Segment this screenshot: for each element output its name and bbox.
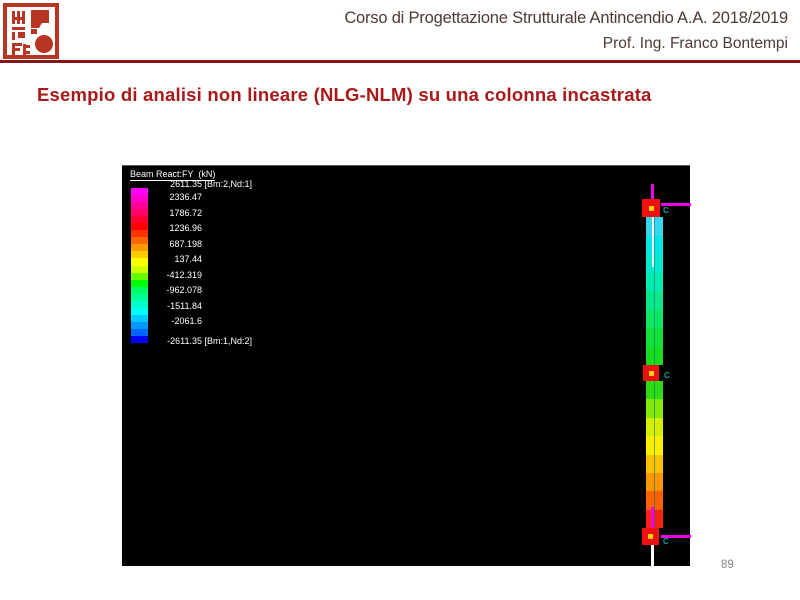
legend-entry: 1236.96 <box>152 223 202 233</box>
legend-value: 1786.72 <box>169 208 202 218</box>
color-band <box>131 209 148 217</box>
color-band <box>131 202 148 210</box>
node-label-top: C <box>663 206 669 215</box>
node-marker <box>648 370 654 376</box>
legend-value: 137.44 <box>174 254 202 264</box>
legend-value: 2611.35 <box>170 179 202 189</box>
color-band <box>131 272 148 280</box>
color-band <box>131 335 148 344</box>
seal-stamp-logo <box>3 3 59 59</box>
color-band <box>131 265 148 273</box>
load-arrow-horizontal-top <box>661 203 691 206</box>
legend-entry: -412.319 <box>152 270 202 280</box>
legend-entry: -2611.35 [Bm:1,Nd:2] <box>152 336 252 346</box>
header: Corso di Progettazione Strutturale Antin… <box>344 9 788 53</box>
color-band <box>131 188 148 196</box>
displacement-line <box>652 217 654 267</box>
analysis-viewport: Beam React:FY (kN) 2611.35 [Bm:2,Nd:1] 23… <box>122 165 691 566</box>
node-marker <box>648 205 654 211</box>
color-band <box>131 237 148 245</box>
legend-entry: 2611.35 [Bm:2,Nd:1] <box>152 179 252 189</box>
color-band <box>131 195 148 203</box>
color-band <box>131 244 148 252</box>
color-band <box>131 286 148 294</box>
legend-entry: 687.198 <box>152 239 202 249</box>
legend-value: 687.198 <box>169 239 202 249</box>
legend-entry: 137.44 <box>152 254 202 264</box>
color-band <box>131 328 148 336</box>
legend-value: -1511.84 <box>167 301 202 311</box>
color-band <box>131 307 148 315</box>
course-title: Corso di Progettazione Strutturale Antin… <box>344 9 788 27</box>
legend-entry: -1511.84 <box>152 301 202 311</box>
legend-title: Beam React:FY (kN) <box>130 169 216 181</box>
color-band <box>131 223 148 231</box>
color-band <box>131 216 148 224</box>
color-band <box>131 251 148 259</box>
legend-entry: -962.078 <box>152 285 202 295</box>
node-label-bottom: C <box>663 537 669 546</box>
node-middle <box>643 365 659 381</box>
legend-value: -962.078 <box>166 285 202 295</box>
legend-value: -2061.6 <box>171 316 202 326</box>
support-base-line <box>651 545 654 566</box>
header-rule <box>0 60 800 63</box>
seal-glyphs <box>12 10 53 55</box>
color-band <box>131 314 148 322</box>
color-band <box>131 300 148 308</box>
node-marker <box>648 534 653 539</box>
color-band <box>131 230 148 238</box>
legend-colorbar <box>131 188 148 344</box>
legend-value: -412.319 <box>166 270 202 280</box>
color-band <box>131 258 148 266</box>
node-bottom <box>642 528 659 545</box>
load-arrow-vertical-top <box>651 184 654 206</box>
legend-entry: 2336.47 <box>152 192 202 202</box>
legend-node-tag: [Bm:2,Nd:1] <box>202 179 253 189</box>
slide-title: Esempio di analisi non lineare (NLG-NLM)… <box>37 84 652 105</box>
legend-value: -2611.35 <box>167 336 202 346</box>
node-top <box>642 199 660 217</box>
load-arrow-horizontal-bottom <box>661 535 691 538</box>
color-band <box>131 293 148 301</box>
legend-entry: -2061.6 <box>152 316 202 326</box>
color-band <box>131 321 148 329</box>
legend-value: 1236.96 <box>169 223 202 233</box>
legend-value: 2336.47 <box>169 192 202 202</box>
load-arrow-vertical-bottom <box>651 507 654 528</box>
legend-entry: 1786.72 <box>152 208 202 218</box>
page-number: 89 <box>721 559 734 571</box>
professor-name: Prof. Ing. Franco Bontempi <box>602 35 788 52</box>
legend-node-tag: [Bm:1,Nd:2] <box>202 336 253 346</box>
node-label-middle: C <box>664 371 670 380</box>
color-band <box>131 279 148 287</box>
